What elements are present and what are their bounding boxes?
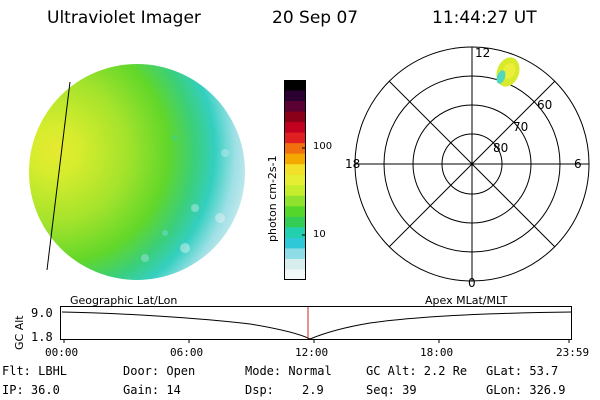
gc-alt-y-bottom: 1.8 bbox=[31, 330, 53, 344]
colorbar-swatch bbox=[284, 174, 306, 186]
colorbar-swatch bbox=[284, 195, 306, 207]
altitude-plot bbox=[60, 306, 573, 343]
colorbar-swatch bbox=[284, 258, 306, 270]
date-label: 20 Sep 07 bbox=[272, 8, 359, 28]
colorbar-swatch bbox=[284, 80, 306, 92]
info-dsp-value: 2.9 bbox=[302, 383, 324, 397]
colorbar-swatch bbox=[284, 185, 306, 197]
info-mode: Mode: Normal bbox=[245, 364, 332, 378]
geographic-label: Geographic Lat/Lon bbox=[70, 294, 178, 307]
colorbar-swatch bbox=[284, 143, 306, 155]
polar-label-12: 12 bbox=[475, 46, 491, 60]
timeline-tick-1: 06:00 bbox=[170, 346, 204, 359]
colorbar-swatch bbox=[284, 216, 306, 228]
colorbar-swatch bbox=[284, 90, 306, 102]
timeline-tick-3: 18:00 bbox=[420, 346, 454, 359]
colorbar-swatch bbox=[284, 101, 306, 113]
colorbar-tick-100: 100 bbox=[313, 141, 333, 152]
polar-plot bbox=[354, 46, 590, 282]
info-flt: Flt: LBHL bbox=[2, 364, 68, 378]
info-seq: Seq: 39 bbox=[366, 383, 417, 397]
gc-alt-y-top: 9.0 bbox=[31, 306, 53, 320]
gc-alt-axis-title: GC Alt bbox=[13, 315, 26, 350]
colorbar-swatch bbox=[284, 237, 306, 249]
colorbar-swatch bbox=[284, 248, 306, 260]
uv-earth-image bbox=[29, 64, 245, 280]
colorbar-swatch bbox=[284, 269, 306, 280]
polar-label-18: 18 bbox=[345, 157, 361, 171]
info-gain: Gain: 14 bbox=[123, 383, 181, 397]
polar-label-70: 70 bbox=[513, 120, 529, 134]
info-dsp-label: Dsp: bbox=[245, 383, 274, 397]
earth-disk bbox=[29, 64, 245, 280]
colorbar-swatch bbox=[284, 122, 306, 134]
polar-label-60: 60 bbox=[537, 98, 553, 112]
info-gc-alt: GC Alt: 2.2 Re bbox=[366, 364, 468, 378]
info-glat: GLat: 53.7 bbox=[486, 364, 559, 378]
colorbar-swatch bbox=[284, 111, 306, 123]
time-label: 11:44:27 UT bbox=[432, 8, 537, 28]
timeline-tick-4: 23:59 bbox=[556, 346, 590, 359]
colorbar-swatch bbox=[284, 164, 306, 176]
polar-label-0: 0 bbox=[468, 276, 476, 290]
altitude-curve bbox=[61, 311, 573, 340]
info-door: Door: Open bbox=[123, 364, 196, 378]
terminator-line bbox=[46, 81, 71, 271]
timeline-tick-0: 00:00 bbox=[45, 346, 79, 359]
colorbar-swatch bbox=[284, 153, 306, 165]
colorbar-swatch bbox=[284, 227, 306, 239]
apex-label: Apex MLat/MLT bbox=[425, 294, 508, 307]
polar-label-6: 6 bbox=[574, 157, 582, 171]
instrument-title: Ultraviolet Imager bbox=[47, 8, 201, 28]
colorbar-swatch bbox=[284, 132, 306, 144]
colorbar-tick-10: 10 bbox=[313, 229, 326, 240]
colorbar bbox=[284, 80, 306, 280]
colorbar-swatch bbox=[284, 206, 306, 218]
info-glon: GLon: 326.9 bbox=[486, 383, 566, 397]
colorbar-unit-label: photon cm-2s-1 bbox=[266, 155, 279, 242]
timeline-tick-2: 12:00 bbox=[295, 346, 329, 359]
info-ip: IP: 36.0 bbox=[2, 383, 60, 397]
polar-label-80: 80 bbox=[493, 141, 509, 155]
